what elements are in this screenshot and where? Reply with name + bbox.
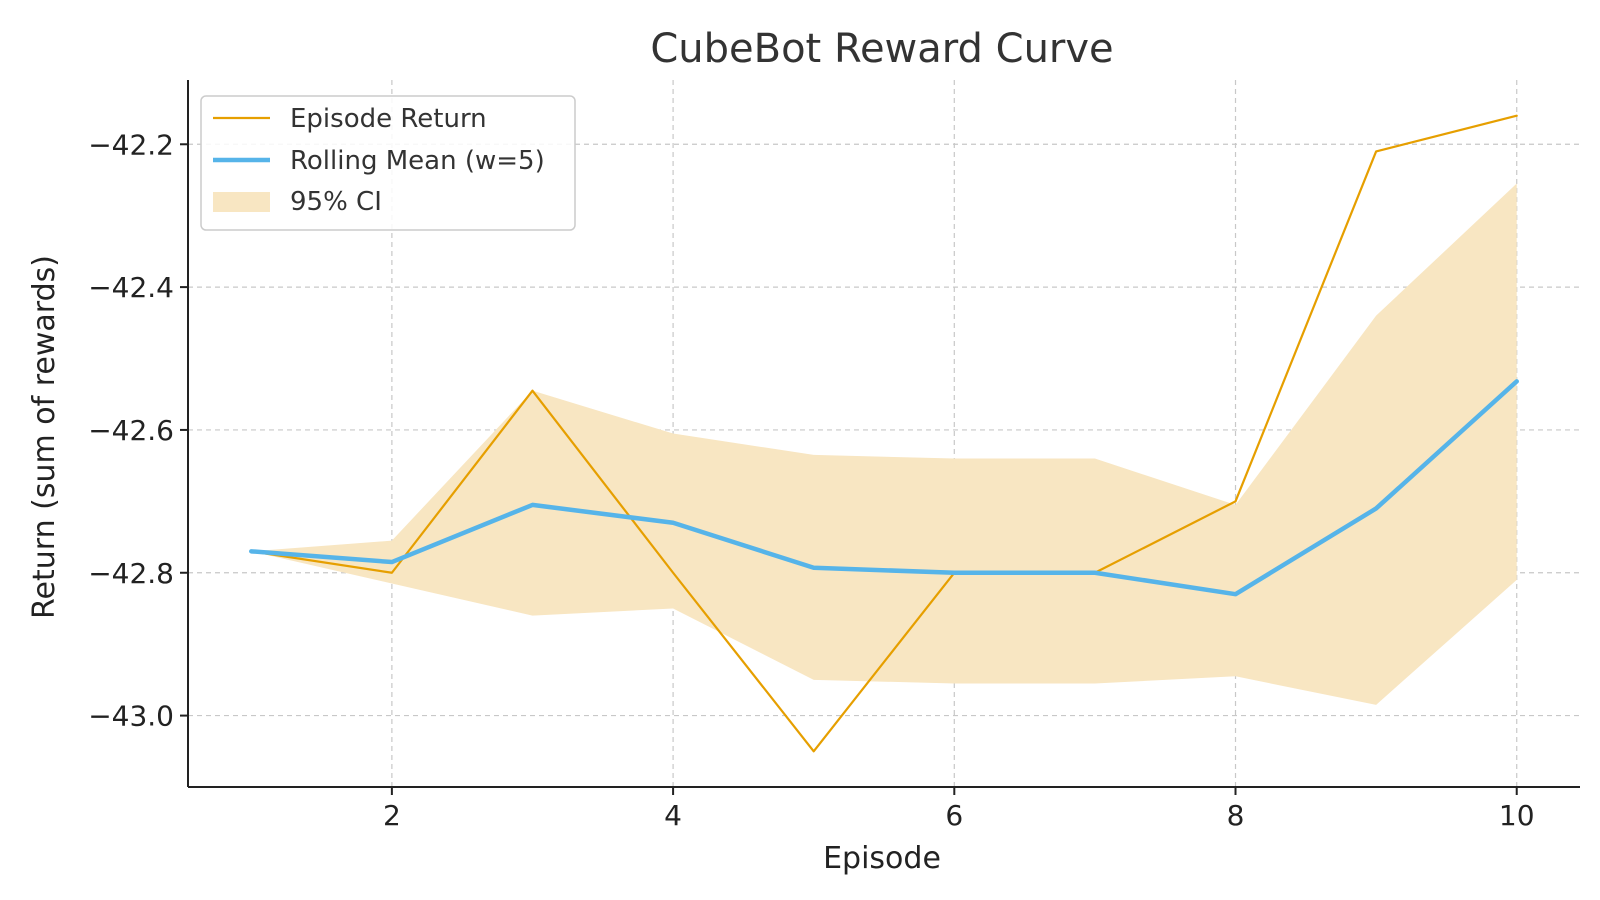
legend: Episode Return Rolling Mean (w=5) 95% CI <box>200 95 576 231</box>
episode-return-line <box>250 114 1518 753</box>
y-tick-label: −42.2 <box>88 128 174 161</box>
x-tick-label: 8 <box>1227 799 1245 832</box>
legend-label-episode-return: Episode Return <box>290 104 487 134</box>
ci-band-layer <box>251 183 1517 705</box>
y-tick-label: −42.4 <box>88 271 174 304</box>
y-axis-label: Return (sum of rewards) <box>27 255 62 619</box>
legend-box <box>200 95 576 231</box>
ci-band <box>251 183 1517 705</box>
chart-title: CubeBot Reward Curve <box>650 26 1113 72</box>
x-tick-label: 4 <box>664 799 682 832</box>
ticks: 2 4 6 8 10 −43.0 −42.8 −42.6 −42.4 −42.2 <box>88 128 1534 832</box>
axes <box>187 80 1580 788</box>
rolling-mean-line <box>249 379 1519 597</box>
x-tick-label: 2 <box>383 799 401 832</box>
x-tick-label: 6 <box>945 799 963 832</box>
series-layer <box>249 114 1519 753</box>
legend-label-ci: 95% CI <box>290 187 382 217</box>
y-tick-label: −42.8 <box>88 557 174 590</box>
legend-label-rolling-mean: Rolling Mean (w=5) <box>290 146 545 176</box>
y-tick-label: −42.6 <box>88 414 174 447</box>
legend-swatch-ci <box>213 192 270 212</box>
x-axis-label: Episode <box>823 841 941 876</box>
x-tick-label: 10 <box>1499 799 1535 832</box>
y-tick-label: −43.0 <box>88 700 174 733</box>
